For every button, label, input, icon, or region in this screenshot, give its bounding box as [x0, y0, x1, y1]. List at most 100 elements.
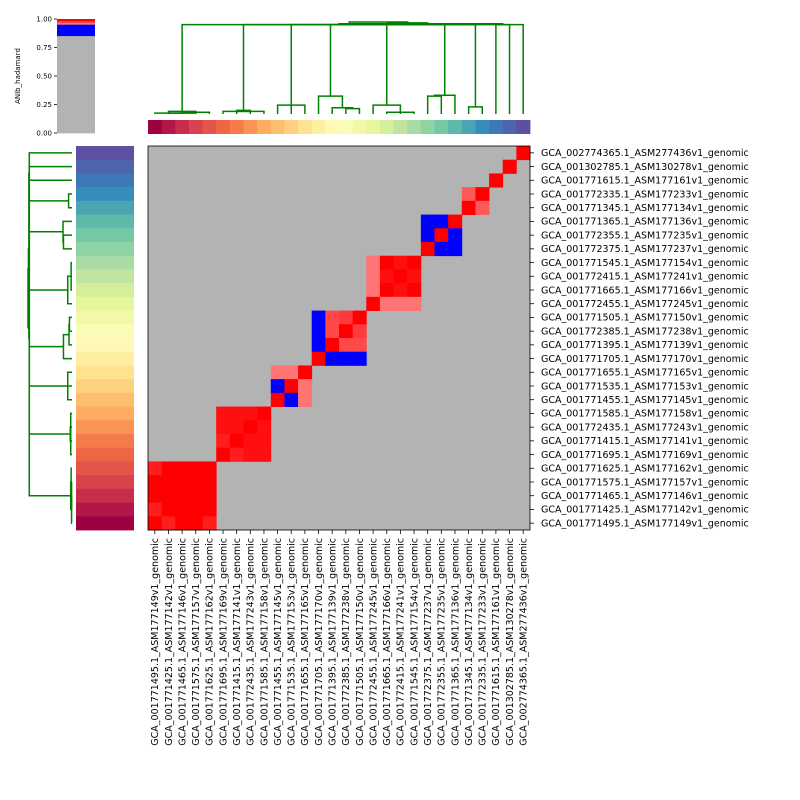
column-label: GCA_001771425.1_ASM177142v1_genomic	[164, 538, 175, 746]
colorbar-segment	[57, 104, 95, 107]
heatmap-cell	[379, 269, 394, 284]
colorbar-tick-label: 1.00	[36, 16, 52, 24]
colorbar-segment	[57, 74, 95, 77]
column-label: GCA_001771465.1_ASM177146v1_genomic	[177, 538, 188, 746]
heatmap-cell	[161, 516, 176, 531]
heatmap-cell	[420, 228, 435, 243]
colorbar-segment	[57, 41, 95, 45]
column-label: GCA_001771705.1_ASM177170v1_genomic	[314, 538, 325, 746]
column-label: GCA_001772335.1_ASM177233v1_genomic	[478, 538, 489, 746]
heatmap-cell	[202, 461, 217, 476]
row-label: GCA_001771615.1_ASM177161v1_genomic	[541, 176, 749, 187]
heatmap-cell	[216, 420, 231, 435]
row-label: GCA_001771345.1_ASM177134v1_genomic	[541, 203, 749, 214]
column-color-cell	[270, 120, 285, 134]
heatmap-cell	[311, 324, 326, 339]
colorbar-segment	[57, 114, 95, 117]
column-label: GCA_001771615.1_ASM177161v1_genomic	[491, 538, 502, 746]
heatmap-cell	[379, 255, 394, 270]
colorbar-segment	[57, 119, 95, 122]
colorbar-segment	[57, 121, 95, 124]
heatmap-cell	[434, 242, 449, 257]
column-dendrogram-link	[181, 23, 524, 114]
heatmap-cell	[298, 392, 313, 407]
heatmap-cell	[352, 324, 367, 339]
row-color-cell	[76, 324, 134, 339]
colorbar-tick-label: 0.50	[36, 73, 52, 81]
colorbar-segment	[57, 47, 95, 50]
row-label: GCA_001771545.1_ASM177154v1_genomic	[541, 258, 749, 269]
heatmap-cell	[379, 283, 394, 298]
column-label: GCA_001771625.1_ASM177162v1_genomic	[205, 538, 216, 746]
colorbar-segment	[57, 129, 95, 132]
colorbar-segment	[57, 125, 95, 128]
heatmap-cell	[284, 392, 299, 407]
column-color-cell	[257, 120, 272, 134]
colorbar-segment	[57, 38, 95, 41]
heatmap-cell	[188, 488, 203, 503]
column-label: GCA_001771575.1_ASM177157v1_genomic	[191, 538, 202, 746]
colorbar-segment	[57, 79, 95, 83]
heatmap-cell	[243, 434, 258, 449]
row-color-cell	[76, 351, 134, 366]
heatmap-cell	[407, 255, 422, 270]
column-dendrogram-link	[290, 23, 388, 106]
heatmap-cell	[366, 283, 381, 298]
heatmap-cell	[270, 392, 285, 407]
colorbar-segment	[57, 95, 95, 98]
heatmap-cell	[284, 379, 299, 394]
column-dendrogram-link	[345, 107, 361, 114]
column-color-cell	[366, 120, 381, 134]
row-dendrogram-link	[28, 230, 64, 348]
row-color-cell	[76, 338, 134, 353]
column-dendrogram-link	[467, 106, 483, 114]
heatmap-cell	[339, 351, 354, 366]
column-label: GCA_001771545.1_ASM177154v1_genomic	[409, 538, 420, 746]
column-label: GCA_001772385.1_ASM177238v1_genomic	[341, 538, 352, 746]
heatmap-cell	[434, 214, 449, 229]
heatmap-cell	[216, 447, 231, 462]
heatmap-cell	[188, 502, 203, 517]
heatmap-cell	[161, 475, 176, 490]
row-dendrogram-link	[62, 333, 72, 360]
heatmap-cell	[339, 338, 354, 353]
row-color-cell	[76, 310, 134, 325]
heatmap-cell	[270, 365, 285, 380]
colorbar-label: ANIb_hadamard	[14, 48, 22, 104]
colorbar-segment	[57, 26, 95, 29]
heatmap-cell	[311, 338, 326, 353]
column-label: GCA_001772415.1_ASM177241v1_genomic	[396, 538, 407, 746]
heatmap-cell	[448, 242, 463, 257]
heatmap-cell	[148, 516, 163, 531]
colorbar-segment	[57, 110, 95, 113]
colorbar-segment	[57, 55, 95, 58]
colorbar-segment	[57, 49, 95, 52]
row-labels: GCA_002774365.1_ASM277436v1_genomic GCA_0…	[530, 148, 749, 529]
column-color-cell	[229, 120, 244, 134]
column-color-cell	[216, 120, 231, 134]
colorbar-segment	[57, 43, 95, 46]
colorbar-segment	[57, 83, 95, 86]
heatmap-cell	[352, 310, 367, 325]
row-color-cell	[76, 461, 134, 476]
colorbar-segment	[57, 45, 95, 48]
row-label: GCA_001771535.1_ASM177153v1_genomic	[541, 381, 749, 392]
colorbar-segment	[57, 93, 95, 96]
heatmap-cell	[229, 447, 244, 462]
heatmap-cell	[489, 173, 504, 188]
heatmap-cell	[175, 502, 190, 517]
row-dendrogram-link	[68, 316, 72, 332]
heatmap-cell	[325, 338, 340, 353]
colorbar: 0.00 0.25 0.50 0.75 1.00 ANIb_hadamard	[14, 16, 95, 138]
colorbar-segment	[57, 66, 95, 69]
row-dendrogram-link	[28, 289, 68, 387]
column-dendrogram-link	[317, 95, 344, 114]
column-dendrogram-link	[348, 21, 409, 24]
row-color-cell	[76, 296, 134, 311]
row-color-cell	[76, 379, 134, 394]
heatmap-cell	[461, 187, 476, 202]
column-color-cell	[161, 120, 176, 134]
column-color-cell	[461, 120, 476, 134]
row-dendrogram-link	[28, 165, 72, 182]
